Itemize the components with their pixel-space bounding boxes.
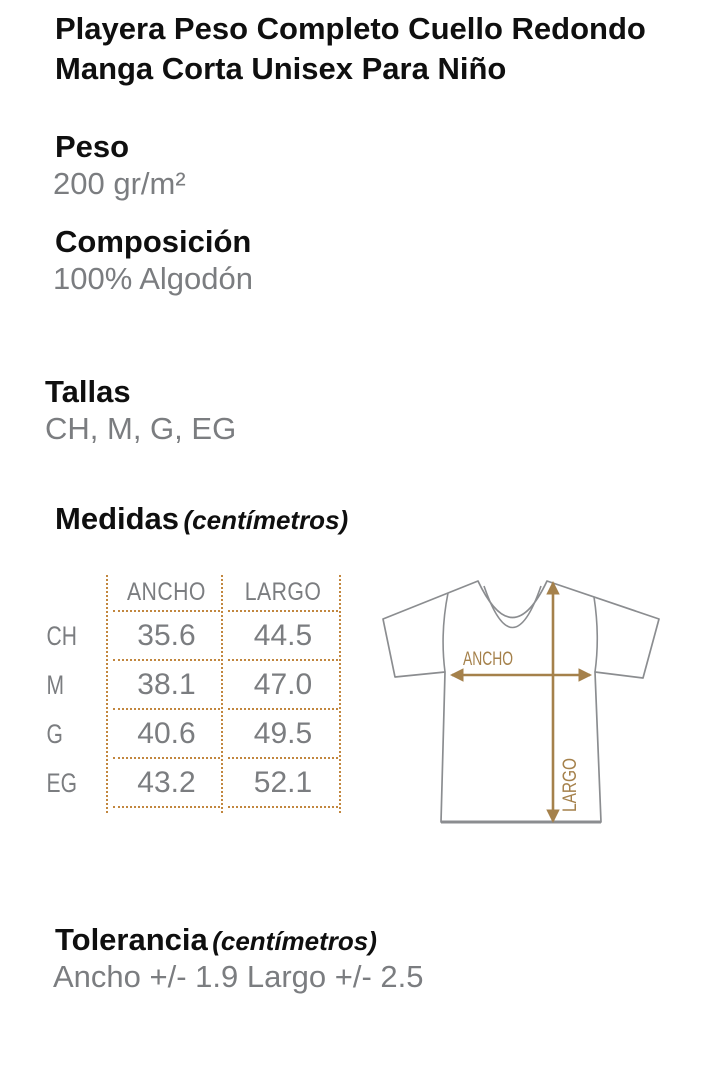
table-row: M 38.1 47.0 (45, 661, 345, 710)
table-divider-left (106, 575, 108, 813)
ancho-value: 35.6 (113, 612, 220, 661)
largo-value: 44.5 (228, 612, 338, 661)
size-label: CH (46, 621, 77, 651)
right-armhole-seam (593, 596, 599, 673)
column-header-largo: LARGO (228, 575, 338, 612)
ancho-value: 43.2 (113, 759, 220, 808)
largo-value: 47.0 (228, 661, 338, 710)
tshirt-outline-icon (382, 580, 660, 823)
table-row: CH 35.6 44.5 (45, 612, 345, 661)
size-label: M (46, 670, 65, 700)
tolerancia-value: Ancho +/- 1.9 Largo +/- 2.5 (53, 959, 424, 994)
largo-value: 52.1 (228, 759, 338, 808)
largo-arrow-label: LARGO (560, 758, 581, 812)
tallas-value: CH, M, G, EG (45, 411, 237, 446)
ancho-value: 40.6 (113, 710, 220, 759)
tshirt-measurement-diagram: ANCHO LARGO (382, 580, 660, 824)
collar-inner-line (483, 585, 542, 629)
size-label: G (46, 719, 63, 749)
tolerancia-unit-note: (centímetros) (212, 926, 377, 956)
peso-heading: Peso (55, 129, 130, 164)
size-label: EG (46, 768, 77, 798)
tallas-heading: Tallas (45, 374, 131, 409)
column-header-ancho: ANCHO (113, 575, 220, 612)
composicion-value: 100% Algodón (53, 261, 253, 296)
left-armhole-seam (442, 592, 449, 673)
ancho-value: 38.1 (113, 661, 220, 710)
table-divider-right (339, 575, 341, 813)
composicion-heading: Composición (55, 224, 252, 259)
medidas-heading: Medidas (55, 501, 180, 536)
tolerancia-heading-row: Tolerancia (centímetros) (55, 922, 377, 958)
table-header-row: ANCHO LARGO (45, 575, 345, 612)
table-divider-middle (221, 575, 223, 813)
table-row: EG 43.2 52.1 (45, 759, 345, 808)
table-corner-cell (45, 575, 95, 612)
page-title: Playera Peso Completo Cuello Redondo Man… (55, 11, 646, 86)
largo-value: 49.5 (228, 710, 338, 759)
ancho-arrow-label: ANCHO (463, 649, 513, 670)
tolerancia-heading: Tolerancia (55, 922, 208, 957)
size-table: ANCHO LARGO CH 35.6 44.5 M 38.1 47.0 G 4… (45, 575, 345, 815)
medidas-unit-note: (centímetros) (183, 505, 349, 535)
medidas-heading-row: Medidas (centímetros) (55, 501, 348, 537)
table-row: G 40.6 49.5 (45, 710, 345, 759)
peso-value: 200 gr/m² (53, 166, 186, 201)
